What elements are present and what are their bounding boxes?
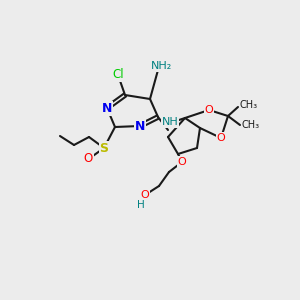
Text: N: N xyxy=(102,101,112,115)
Text: O: O xyxy=(83,152,93,166)
Text: CH₃: CH₃ xyxy=(240,100,258,110)
Text: O: O xyxy=(217,133,225,143)
Text: O: O xyxy=(178,157,186,167)
Text: O: O xyxy=(205,105,213,115)
Text: S: S xyxy=(100,142,109,154)
Text: N: N xyxy=(135,119,145,133)
Text: CH₃: CH₃ xyxy=(242,120,260,130)
Text: Cl: Cl xyxy=(112,68,124,82)
Text: NH₂: NH₂ xyxy=(152,61,172,71)
Text: H: H xyxy=(137,200,145,210)
Text: O: O xyxy=(141,190,149,200)
Text: NH: NH xyxy=(162,117,178,127)
